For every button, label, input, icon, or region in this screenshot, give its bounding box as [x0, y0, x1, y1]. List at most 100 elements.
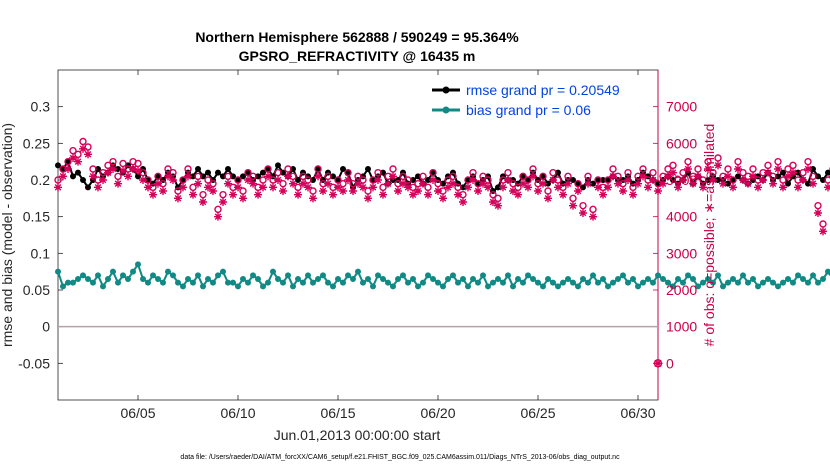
data-point: [504, 176, 512, 184]
data-point: [215, 272, 221, 279]
data-point: [404, 176, 412, 184]
data-point: [284, 165, 292, 173]
data-point: [439, 194, 447, 203]
data-point: [389, 165, 397, 173]
data-point: [529, 172, 537, 181]
data-point: [304, 176, 312, 184]
data-point: [540, 173, 546, 180]
data-point: [299, 179, 307, 188]
data-point: [384, 179, 392, 188]
data-point: [415, 283, 421, 290]
y-tick-labels-right: 0 1000 2000 3000 4000 5000 6000 7000: [666, 99, 697, 372]
data-point: [539, 172, 547, 181]
data-point: [430, 276, 436, 282]
data-point: [400, 272, 406, 279]
data-point: [189, 190, 197, 199]
data-point: [544, 187, 552, 195]
data-point: [174, 187, 182, 195]
data-point: [649, 176, 657, 184]
legend-marker-bias: [442, 106, 450, 114]
data-point: [374, 168, 382, 177]
chart-title: Northern Hemisphere 562888 / 590249 = 95…: [195, 29, 519, 45]
data-point: [80, 177, 86, 183]
data-point: [580, 276, 586, 282]
data-point: [204, 176, 212, 184]
data-point: [809, 179, 817, 188]
data-point: [669, 161, 677, 170]
data-point: [579, 209, 587, 217]
data-point: [124, 172, 132, 181]
data-point: [764, 168, 772, 177]
data-point: [600, 177, 606, 183]
data-point: [679, 168, 687, 177]
data-point: [195, 272, 201, 279]
data-point: [434, 187, 442, 195]
data-point: [360, 279, 366, 286]
data-point: [584, 179, 592, 188]
data-point: [175, 279, 181, 286]
data-point: [165, 268, 171, 275]
data-point: [264, 165, 272, 173]
data-point: [364, 194, 372, 203]
data-point: [739, 168, 747, 177]
data-point: [605, 177, 611, 183]
data-point: [509, 187, 517, 195]
data-point: [444, 176, 452, 184]
data-point: [730, 177, 736, 183]
data-point: [625, 279, 631, 286]
data-point: [485, 283, 491, 290]
data-point: [494, 201, 502, 210]
data-point: [429, 168, 437, 177]
data-point: [795, 169, 801, 176]
data-point: [125, 276, 131, 282]
data-point: [825, 169, 830, 176]
data-point: [484, 176, 492, 184]
data-point: [570, 279, 576, 286]
data-point: [265, 279, 271, 286]
data-point: [205, 276, 211, 282]
data-point: [419, 172, 427, 181]
data-point: [799, 168, 807, 177]
data-point: [719, 179, 727, 188]
data-point: [314, 172, 322, 181]
data-point: [820, 177, 826, 183]
data-point: [629, 183, 637, 192]
data-point: [310, 177, 316, 183]
data-point: [560, 279, 566, 286]
data-point: [324, 179, 332, 188]
data-point: [460, 276, 466, 282]
data-point: [714, 154, 722, 162]
data-point: [239, 187, 247, 195]
x-tick-label: 06/20: [420, 405, 455, 421]
data-point: [765, 276, 771, 282]
data-point: [379, 183, 387, 192]
data-point: [75, 169, 81, 176]
data-point: [274, 168, 282, 177]
data-point: [114, 179, 122, 188]
data-point: [119, 159, 127, 168]
data-point: [634, 179, 642, 188]
data-point: [260, 283, 266, 290]
y-tick-label-left: -0.05: [18, 355, 50, 371]
data-point: [310, 279, 316, 286]
data-point: [75, 276, 81, 282]
data-point: [134, 159, 142, 168]
data-point: [155, 173, 161, 180]
data-point: [525, 177, 531, 183]
data-point: [645, 276, 651, 282]
data-point: [760, 279, 766, 286]
data-point: [604, 176, 612, 184]
data-point: [214, 212, 222, 221]
data-point: [489, 190, 497, 199]
data-point: [649, 168, 657, 177]
data-point: [590, 272, 596, 279]
data-point: [520, 279, 526, 286]
data-point: [664, 172, 672, 181]
data-point: [699, 183, 707, 192]
data-point: [374, 176, 382, 184]
data-point: [705, 276, 711, 282]
data-point: [444, 183, 452, 192]
data-point: [180, 283, 186, 290]
data-point: [420, 279, 426, 286]
